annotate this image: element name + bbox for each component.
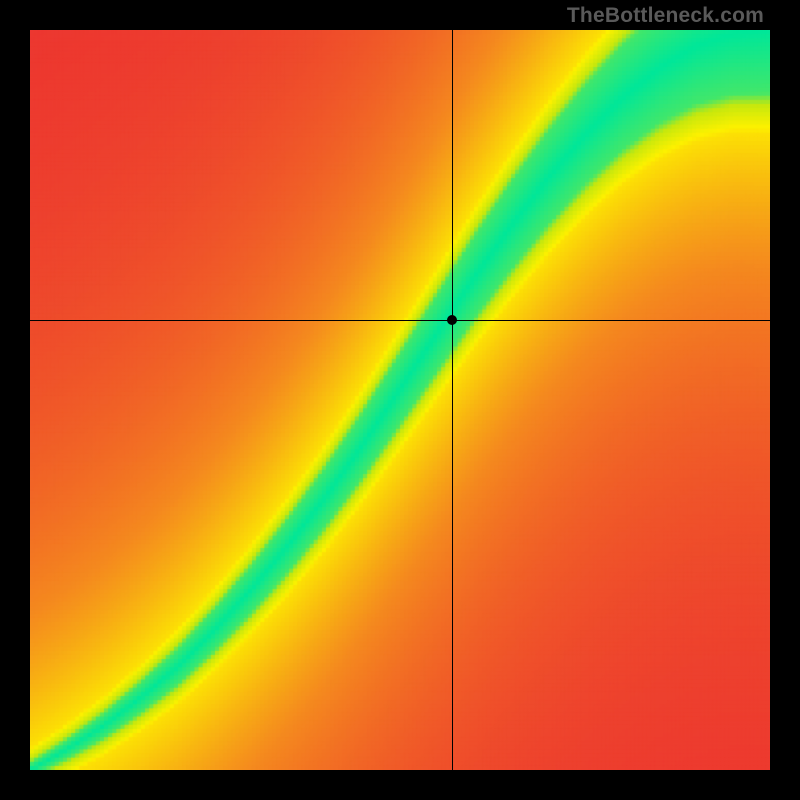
heatmap-canvas	[30, 30, 770, 770]
crosshair-vertical	[452, 30, 453, 770]
heatmap-plot	[30, 30, 770, 770]
watermark-text: TheBottleneck.com	[567, 4, 764, 28]
crosshair-marker-dot	[447, 315, 457, 325]
crosshair-horizontal	[30, 320, 770, 321]
